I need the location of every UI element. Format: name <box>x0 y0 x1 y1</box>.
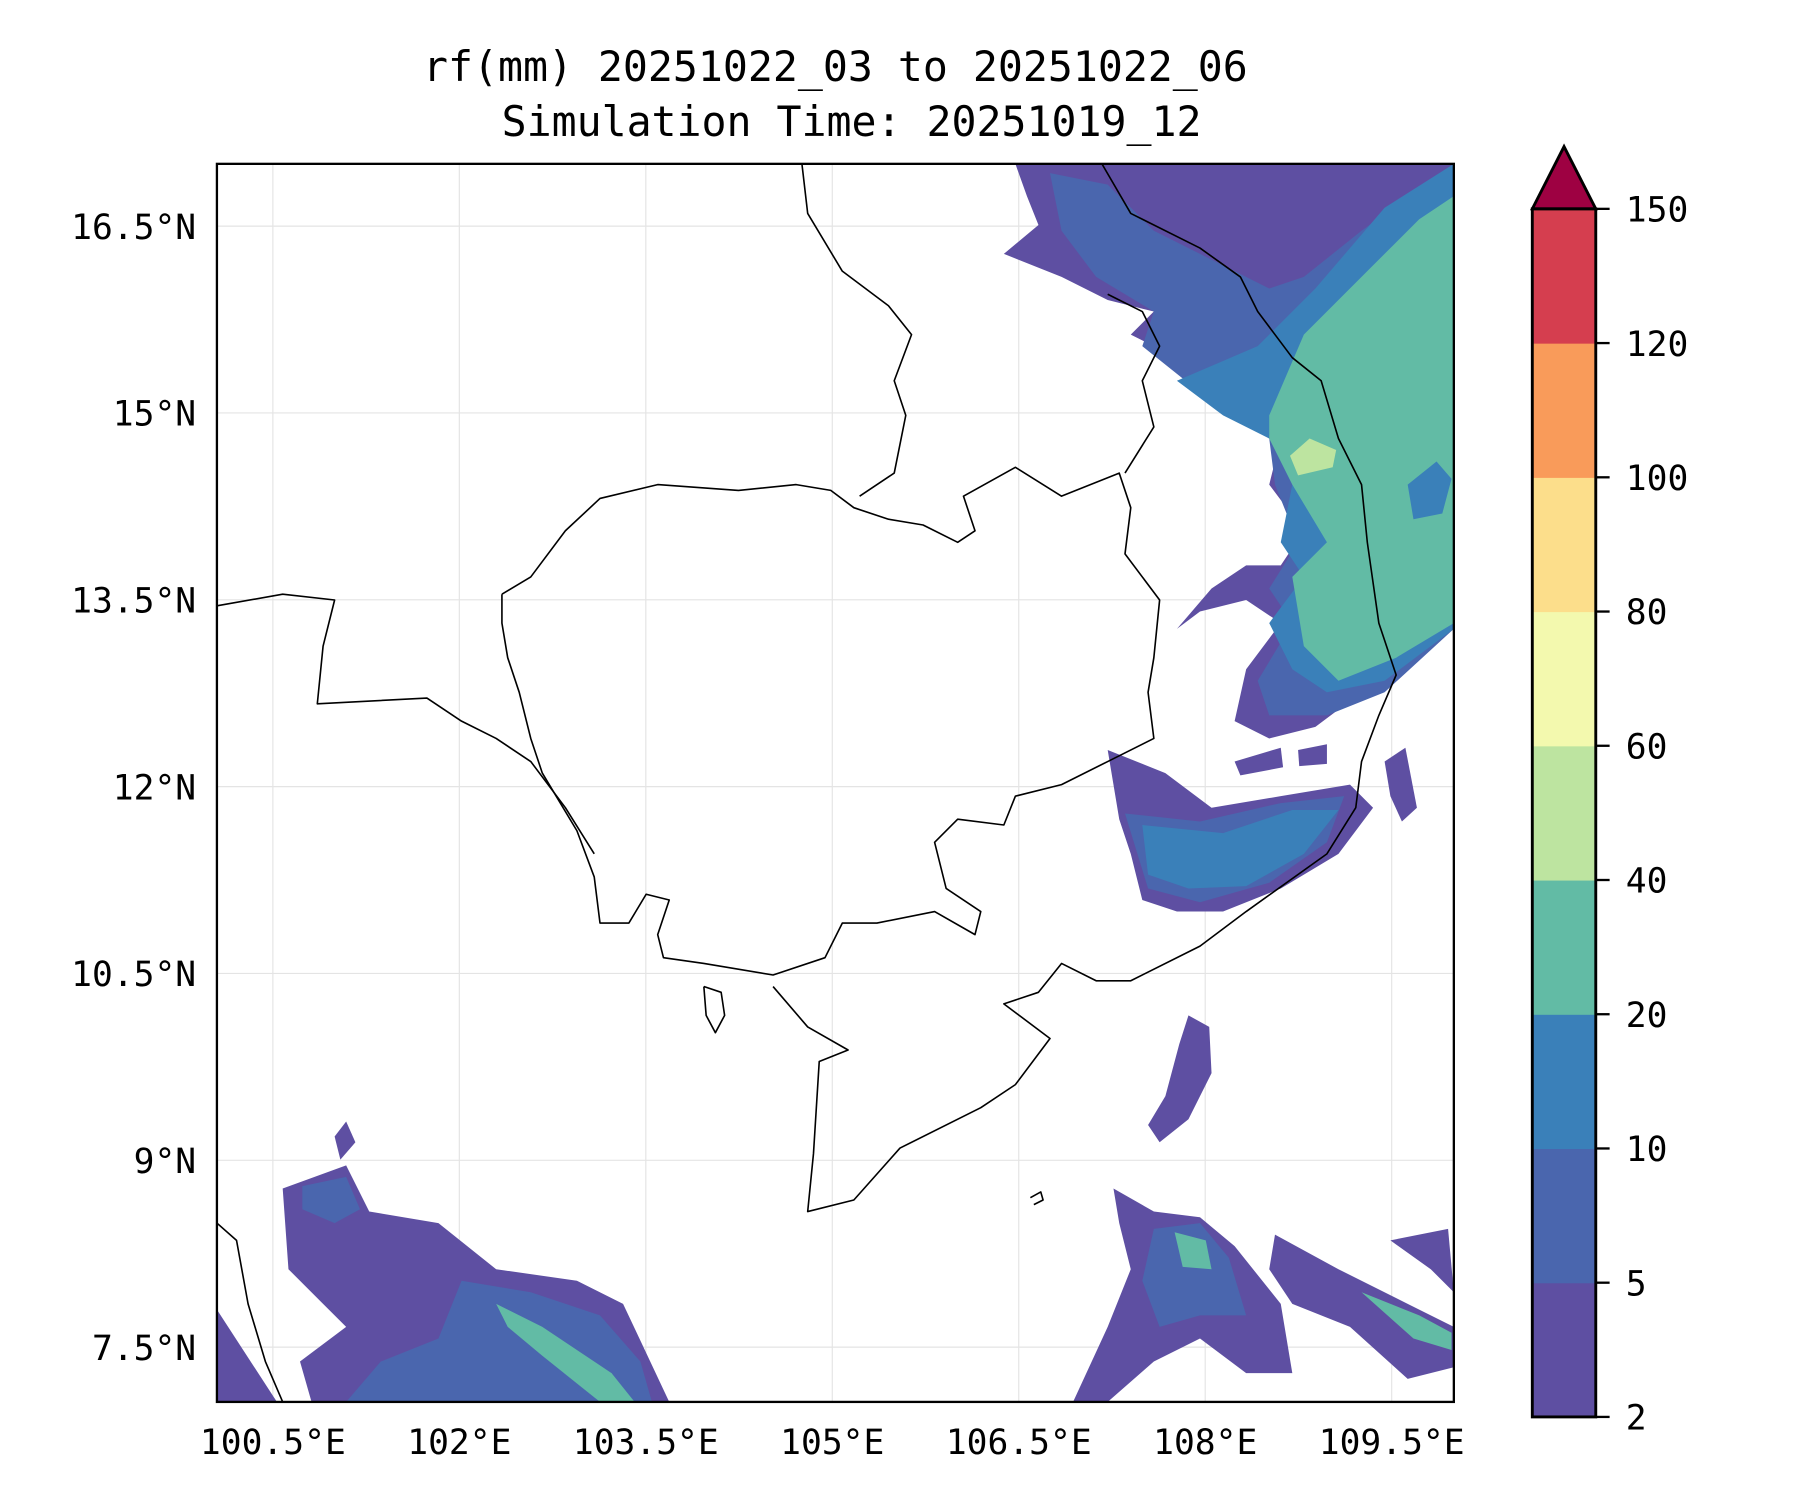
colorbar: 2 5 10 20 40 60 80 100 120 150 <box>1529 143 1689 1439</box>
colorbar-segment <box>1532 1014 1596 1150</box>
colorbar-tick-label: 10 <box>1626 1130 1668 1170</box>
rain-contour-2-5 <box>1390 1228 1454 1293</box>
colorbar-tick-label: 120 <box>1626 325 1689 365</box>
rain-contour-40-60 <box>1290 438 1337 476</box>
cambodia-border <box>501 466 1161 976</box>
colorbar-segment <box>1532 745 1596 881</box>
colorbar-segment <box>1532 343 1596 478</box>
laos-vietnam-border <box>1107 293 1161 474</box>
y-tick-label: 16.5°N <box>71 208 196 248</box>
chart-subtitle: Simulation Time: 20251019_12 <box>502 97 1202 146</box>
thailand-border <box>216 593 595 855</box>
y-tick-label: 15°N <box>113 395 196 435</box>
y-tick-label: 10.5°N <box>71 955 196 995</box>
rain-contour-2-5 <box>1148 1015 1212 1143</box>
x-tick-label: 100.5°E <box>200 1423 346 1463</box>
rain-contour-20-40 <box>1174 1232 1212 1270</box>
x-tick-label: 109.5°E <box>1319 1423 1465 1463</box>
colorbar-extend-arrow <box>1529 143 1599 211</box>
colorbar-tick-label: 80 <box>1626 593 1668 633</box>
rain-contour-10-20 <box>1142 810 1339 889</box>
rain-contour-10-20 <box>1407 461 1452 520</box>
y-tick-label: 9°N <box>134 1142 197 1182</box>
laos-thailand-border <box>801 163 913 497</box>
rain-contour-5-10 <box>302 1176 360 1224</box>
plot-frame <box>215 162 1455 1404</box>
x-tick-label: 102°E <box>407 1423 511 1463</box>
malay-peninsula-coast <box>216 1222 284 1402</box>
rain-contour-2-5 <box>1298 744 1327 767</box>
rain-contour-2-5 <box>1234 747 1284 776</box>
vietnam-coastline <box>772 163 1397 1213</box>
rain-contour-20-40 <box>496 1303 635 1402</box>
rain-contour-2-5 <box>334 1121 356 1160</box>
rain-contour-2-5 <box>1384 747 1417 822</box>
chart-title: rf(mm) 20251022_03 to 20251022_06 <box>423 42 1248 91</box>
colorbar-segment <box>1532 880 1596 1015</box>
rain-contour-2-5 <box>216 1309 277 1402</box>
colorbar-tick-label: 2 <box>1626 1399 1647 1439</box>
colorbar-tick-label: 60 <box>1626 727 1668 767</box>
rain-contour-20-40 <box>1361 1292 1452 1350</box>
x-tick-label: 108°E <box>1153 1423 1257 1463</box>
rain-contour-20-40 <box>1269 196 1454 681</box>
colorbar-segment <box>1532 477 1596 613</box>
rain-contour-5-10 <box>1142 1223 1247 1327</box>
y-axis: 7.5°N 9°N 10.5°N 12°N 13.5°N 15°N 16.5°N <box>71 208 196 1369</box>
y-tick-label: 7.5°N <box>92 1329 196 1369</box>
con-dao-island <box>1029 1191 1044 1206</box>
colorbar-segment <box>1532 208 1596 344</box>
phu-quoc-island <box>703 985 726 1034</box>
colorbar-tick-label: 20 <box>1626 996 1668 1036</box>
y-tick-label: 13.5°N <box>71 581 196 621</box>
colorbar-tick-label: 40 <box>1626 862 1668 902</box>
colorbar-segment <box>1532 1282 1596 1418</box>
x-tick-label: 106.5°E <box>946 1423 1092 1463</box>
colorbar-segment <box>1532 1148 1596 1284</box>
coastlines-and-borders <box>216 163 1397 1402</box>
colorbar-tick-label: 150 <box>1626 191 1689 231</box>
y-tick-label: 12°N <box>113 768 196 808</box>
x-tick-label: 105°E <box>780 1423 884 1463</box>
colorbar-segment <box>1532 611 1596 747</box>
colorbar-frame <box>1530 207 1598 1419</box>
x-axis: 100.5°E 102°E 103.5°E 105°E 106.5°E 108°E 109.… <box>200 1423 1465 1463</box>
colorbar-tick-label: 100 <box>1626 459 1689 499</box>
rainfall-contours <box>216 163 1454 1402</box>
rain-contour-2-5 <box>1269 1234 1454 1379</box>
colorbar-tick-label: 5 <box>1626 1264 1647 1304</box>
x-tick-label: 103.5°E <box>573 1423 719 1463</box>
